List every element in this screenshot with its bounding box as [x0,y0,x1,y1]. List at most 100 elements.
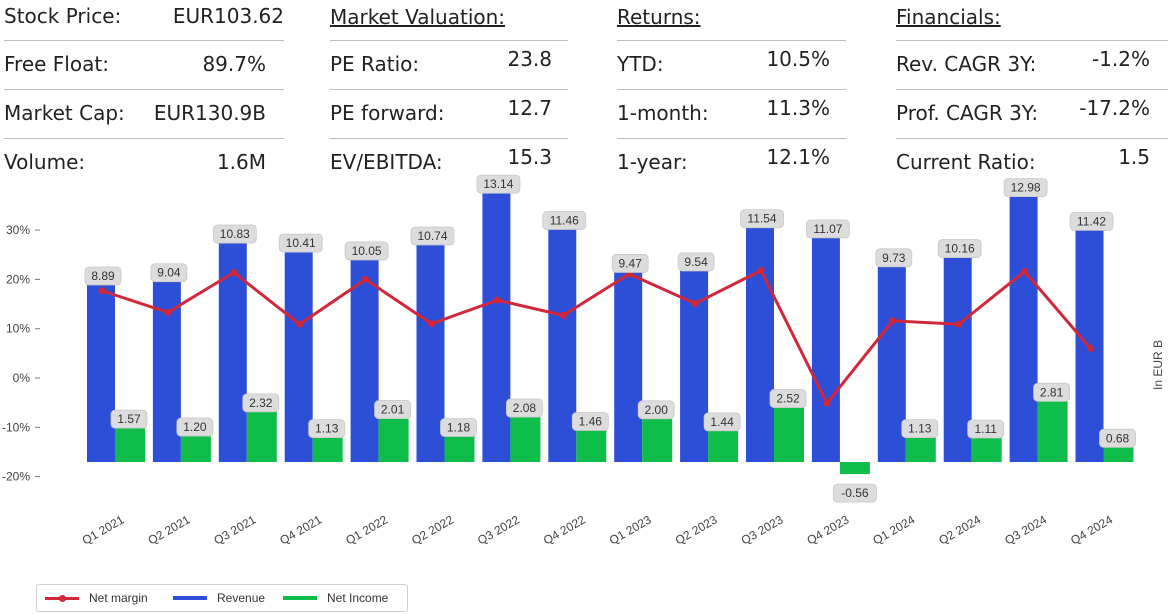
data-label: 10.05 [344,241,389,261]
metric-prof-cagr: Prof. CAGR 3Y: -17.2% [896,89,1168,138]
net-margin-point [230,268,238,276]
data-label-bg [571,412,609,431]
data-label: 12.98 [1003,178,1048,198]
x-tick-label: Q2 2024 [936,512,983,547]
data-label-bg [967,419,1005,439]
net-income-bar [246,411,277,462]
x-tick-label: Q3 2023 [739,512,786,547]
data-label-text: 1.46 [579,414,603,428]
data-label-text: -0.56 [841,486,869,500]
metric-label: 1-year: [617,150,688,174]
valuation-metrics: Market Valuation: PE Ratio: 23.8 PE forw… [330,0,568,187]
net-income-bar [115,428,145,462]
metric-value: -17.2% [1079,96,1150,120]
data-label-bg [740,209,784,229]
revenue-bar [614,257,643,462]
x-tick-label: Q1 2022 [343,512,390,547]
revenue-bar [87,269,115,462]
data-label-bg [542,211,587,230]
data-label-bg [901,419,939,438]
revenue-bar [680,255,709,462]
metric-label: YTD: [617,52,664,76]
data-label-bg [611,254,649,273]
metric-pe-forward: PE forward: 12.7 [330,89,568,138]
data-label-bg [212,224,257,244]
revenue-bar [1009,181,1038,462]
y-tick-label: 20% [6,272,30,286]
returns-metrics: Returns: YTD: 10.5% 1-month: 11.3% 1-yea… [617,0,846,187]
data-label-bg [703,412,741,432]
data-label-bg [476,174,521,194]
data-label: 9.73 [875,248,913,268]
metric-label: EV/EBITDA: [330,150,443,174]
legend-label: Net margin [89,591,148,605]
net-margin-path [101,269,1092,405]
data-label-text: 2.01 [381,403,405,417]
metric-label: PE Ratio: [330,52,420,76]
metric-rev-cagr: Rev. CAGR 3Y: -1.2% [896,40,1168,89]
y-tick-label: 30% [6,223,30,237]
net-income-bar [378,418,409,462]
data-label: 1.18 [440,418,477,437]
data-label-bg [308,419,346,438]
data-label: 1.11 [967,419,1005,439]
data-label-text: 8.89 [91,269,115,283]
data-label: 1.13 [308,419,346,438]
data-label-text: 2.81 [1040,385,1064,399]
data-label-text: 13.14 [483,177,513,191]
data-label-text: 2.32 [249,396,273,410]
revenue-bar [152,266,181,462]
metric-label: Volume: [4,150,86,174]
data-label-text: 9.47 [619,256,643,270]
stock-metrics: Stock Price: EUR103.62 Free Float: 89.7%… [4,0,284,187]
data-label-bg [937,239,982,258]
net-income-bar [576,430,607,462]
metric-ev-ebitda: EV/EBITDA: 15.3 [330,138,568,187]
data-label-bg [242,393,280,413]
metric-1-month: 1-month: 11.3% [617,89,846,138]
net-income-bar [1037,401,1068,462]
net-margin-line [98,267,1094,407]
data-label: 1.57 [110,409,148,429]
data-label-text: 9.54 [684,255,708,269]
metric-volume: Volume: 1.6M [4,138,284,187]
revenue-bar [218,228,247,462]
metric-label: Rev. CAGR 3Y: [896,52,1037,76]
data-label-text: 11.42 [1077,214,1106,228]
data-label-bg [1003,178,1048,198]
data-label-bg [374,400,412,419]
data-label-text: 9.73 [882,251,906,265]
x-tick-label: Q4 2024 [1068,512,1115,547]
data-label-text: 2.52 [776,392,800,406]
data-label-text: 1.11 [974,422,997,436]
net-income-bar [510,417,541,462]
data-label: 2.32 [242,393,280,413]
data-labels-layer: 8.89 1.57 9.04 1.20 10.83 2.32 10.41 1.13 10.05 2… [84,174,1136,503]
x-tick-label: Q4 2023 [805,512,852,547]
net-income-bar [839,462,870,475]
net-margin-point [296,320,304,328]
data-label: 1.44 [703,412,741,432]
x-tick-label: Q1 2023 [607,512,654,547]
data-label: 11.07 [806,219,850,239]
net-margin-point [1021,268,1029,276]
data-label-text: 10.74 [417,229,447,243]
right-axis-label: In EUR B [1151,340,1165,390]
data-label-text: 1.44 [710,415,734,429]
data-label: 9.54 [677,252,715,272]
data-label-bg [176,417,214,437]
net-margin-point [559,311,567,319]
financials-metrics: Financials: Rev. CAGR 3Y: -1.2% Prof. CA… [896,0,1168,187]
metric-label: Market Cap: [4,101,125,125]
net-margin-point [757,267,765,275]
data-label: 10.16 [937,239,982,258]
data-label-bg [637,400,675,420]
x-tick-label: Q3 2024 [1002,512,1049,547]
data-label-bg [769,389,807,408]
metric-current-ratio: Current Ratio: 1.5 [896,138,1168,187]
net-margin-point [164,308,172,316]
x-tick-label: Q4 2021 [277,512,324,547]
net-income-bar [774,407,804,462]
data-label-text: 10.05 [352,244,382,258]
